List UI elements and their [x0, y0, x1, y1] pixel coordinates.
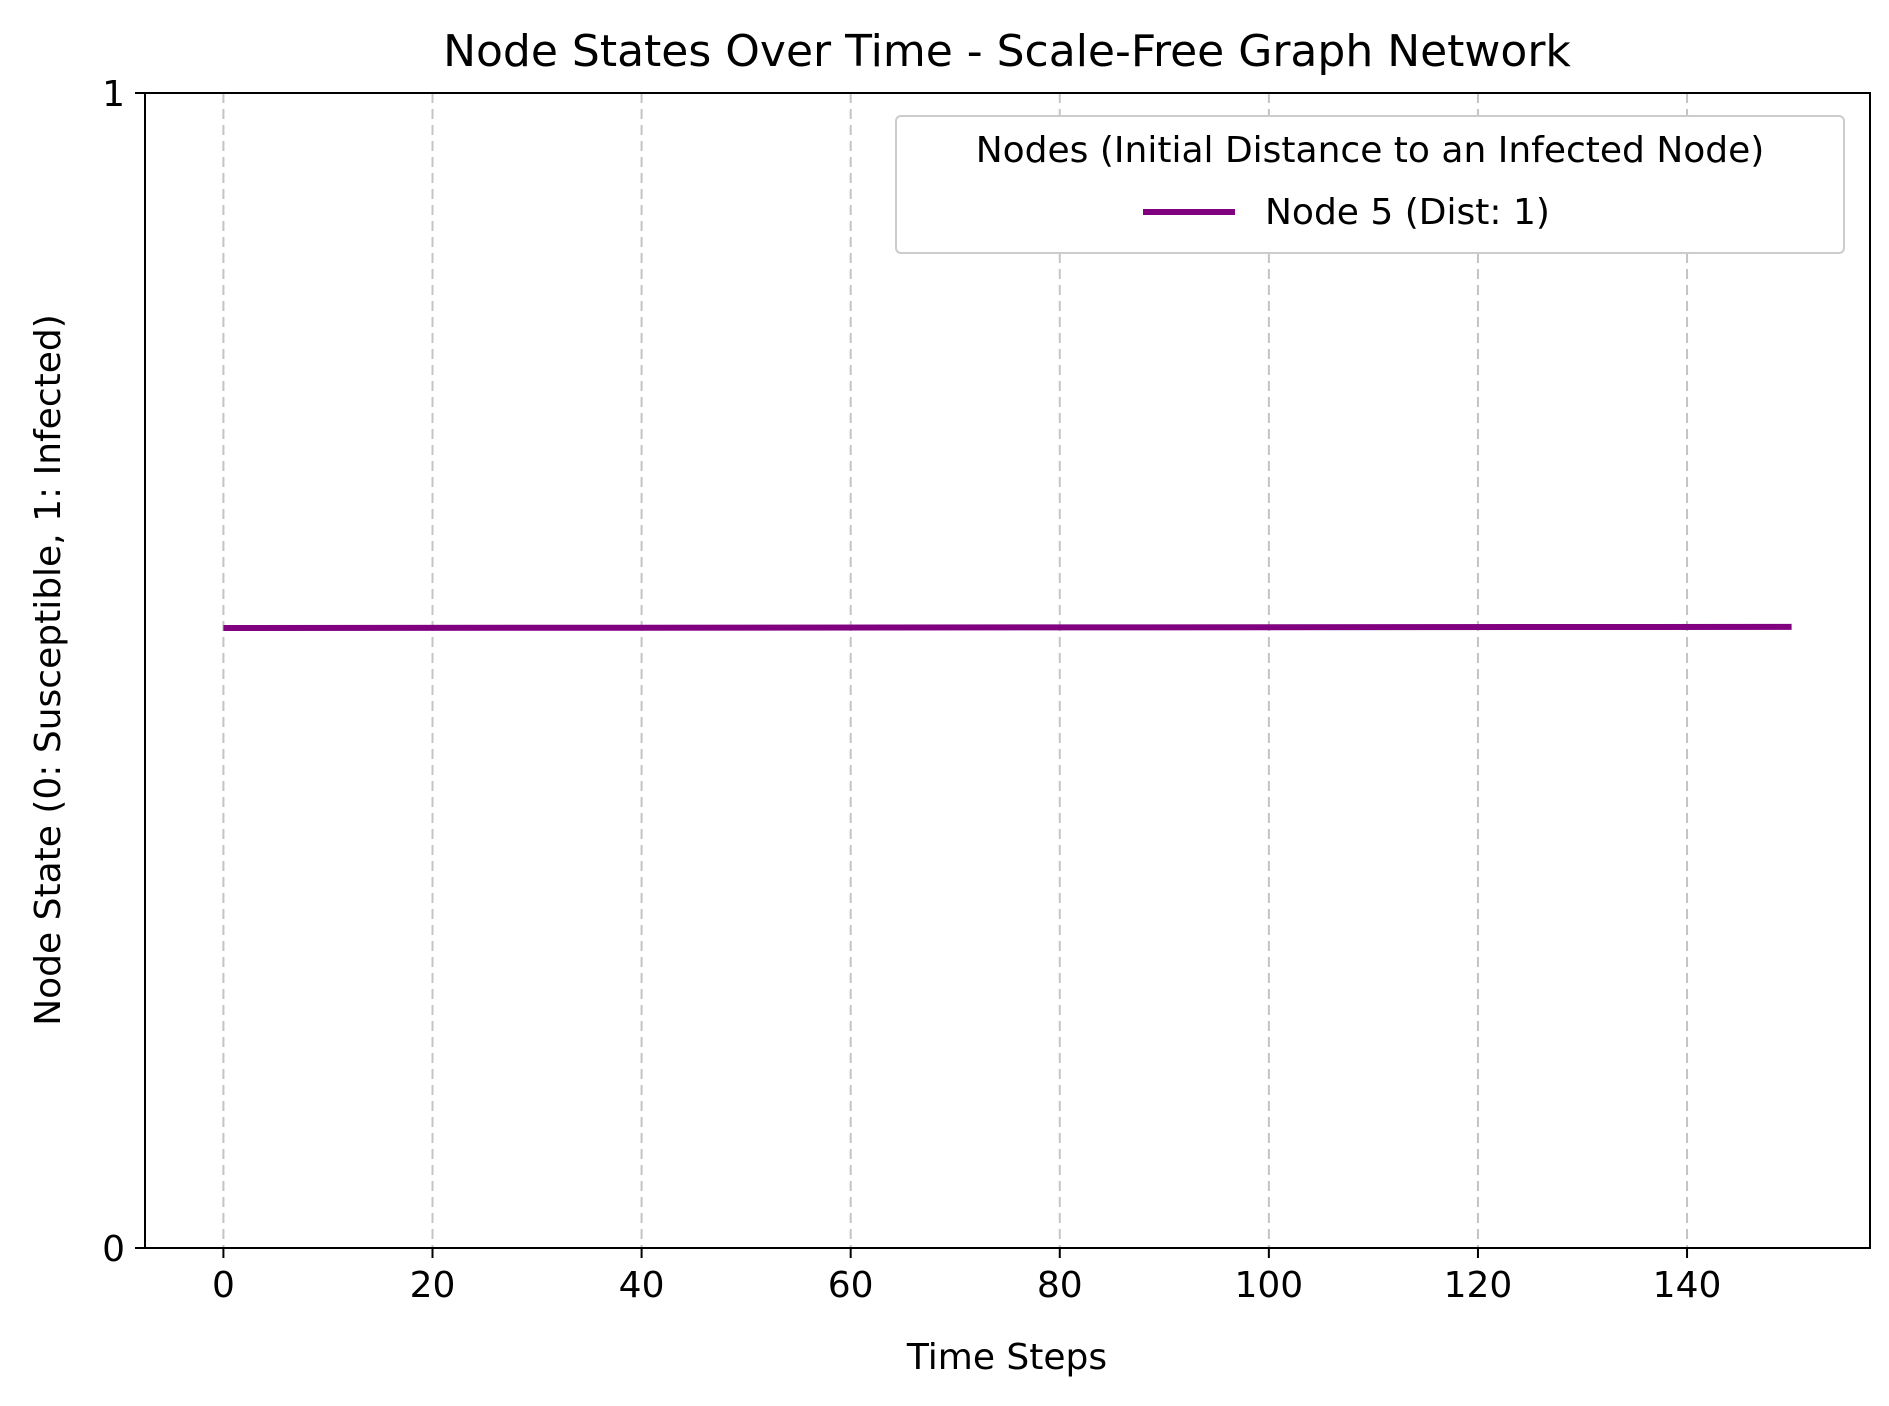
x-tick-label: 80: [1037, 1265, 1083, 1306]
x-tick-label: 100: [1235, 1265, 1304, 1306]
series-layer: [223, 623, 1792, 631]
y-tick-label: 0: [102, 1229, 125, 1270]
series-line: [223, 623, 1792, 631]
legend-title: Nodes (Initial Distance to an Infected N…: [976, 130, 1765, 171]
y-tick-label: 1: [102, 74, 125, 115]
x-tick-label: 120: [1444, 1265, 1513, 1306]
legend-box: [895, 115, 1845, 254]
plot-frame: [144, 92, 1871, 1249]
x-tick-label: 60: [828, 1265, 874, 1306]
x-tick-label: 140: [1653, 1265, 1722, 1306]
x-axis-ticks: 0 20 40 60 80 100 120 140: [212, 1248, 1721, 1306]
legend: Nodes (Initial Distance to an Infected N…: [895, 115, 1845, 254]
legend-entry-label: Node 5 (Dist: 1): [1265, 192, 1550, 233]
x-tick-label: 20: [410, 1265, 456, 1306]
x-axis-label: Time Steps: [906, 1337, 1107, 1378]
y-axis-label: Node State (0: Susceptible, 1: Infected): [28, 314, 69, 1026]
chart-title: Node States Over Time - Scale-Free Graph…: [443, 26, 1571, 77]
grid: [222, 93, 1689, 1248]
x-tick-label: 40: [619, 1265, 665, 1306]
x-tick-label: 0: [212, 1265, 235, 1306]
y-axis-ticks: 01: [102, 74, 145, 1270]
